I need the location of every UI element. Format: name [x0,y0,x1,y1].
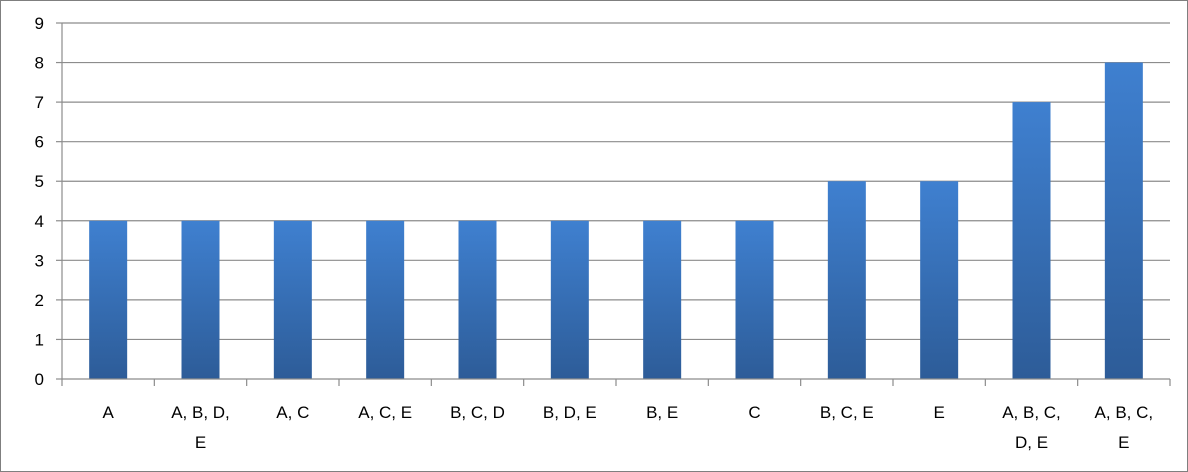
bars [89,62,1143,380]
y-tick-label: 4 [35,212,44,231]
axes [56,22,1171,386]
x-tick-label: A, B, C, E [1095,403,1154,452]
y-tick-label: 5 [35,172,44,191]
bar [458,220,497,379]
x-tick-label: A, C, E [358,403,412,422]
bar [643,220,682,379]
y-tick-label: 7 [35,93,44,112]
bar [827,181,866,379]
x-tick-label: A [102,403,114,422]
bar [366,220,405,379]
x-tick-label: B, C, E [820,403,874,422]
x-tick-label: B, D, E [543,403,597,422]
y-tick-label: 9 [35,14,44,33]
x-tick-label: E [933,403,944,422]
x-tick-label: A, B, D, E [171,403,230,452]
x-tick-label: B, C, D [450,403,505,422]
x-tick-label: A, C [276,403,309,422]
bar [1012,102,1051,379]
bar [1104,62,1143,380]
bar [920,181,959,379]
bar [89,220,128,379]
y-tick-label: 6 [35,133,44,152]
x-tick-label: B, E [646,403,678,422]
y-tick-label: 2 [35,291,44,310]
bar [273,220,312,379]
bar [181,220,220,379]
y-tick-label: 3 [35,251,44,270]
x-tick-label: C [748,403,760,422]
y-tick-label: 8 [35,54,44,73]
y-tick-label: 1 [35,330,44,349]
labels: 0 1 2 3 4 5 6 7 8 9 A A, B, D, E A, C A, C, E B, C, D B,… [35,14,1154,452]
y-tick-label: 0 [35,370,44,389]
bar [735,220,774,379]
bar [550,220,589,379]
x-tick-label: A, B, C, D, E [1002,403,1061,452]
gridlines [62,22,1170,341]
